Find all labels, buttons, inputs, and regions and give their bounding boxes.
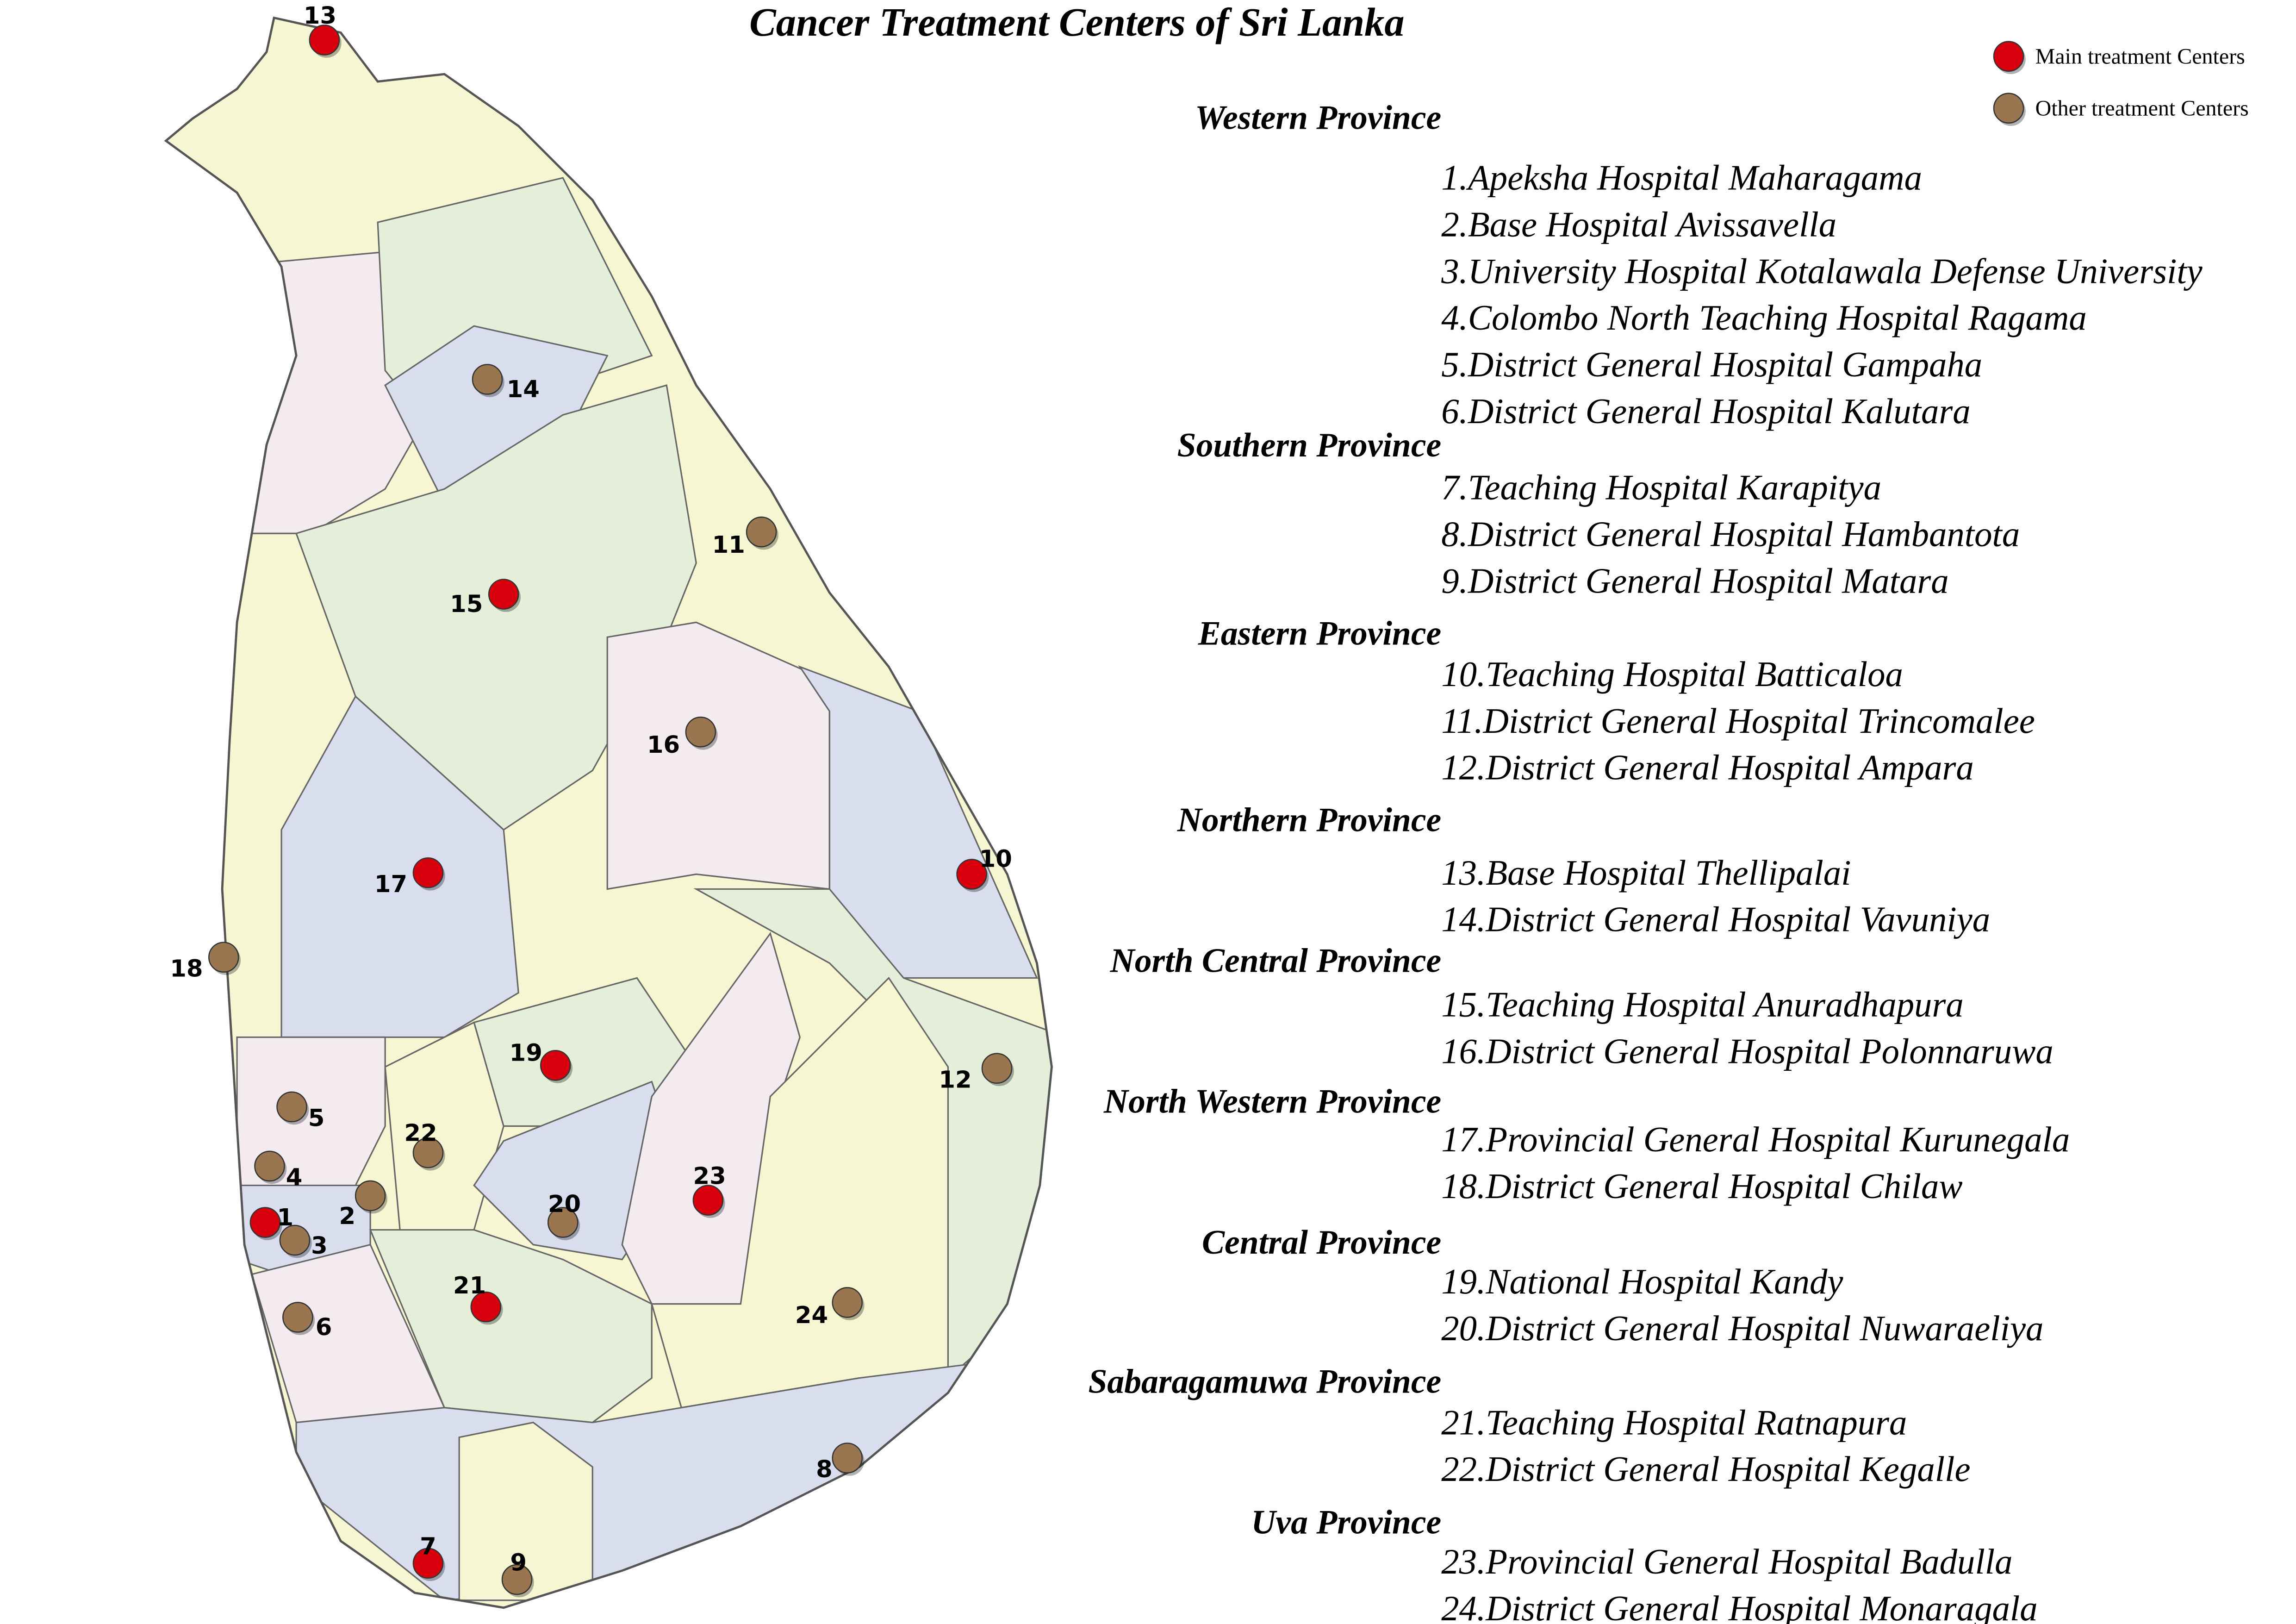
hospital-name: 15.Teaching Hospital Anuradhapura [1441,985,1964,1024]
marker-dot [355,1180,386,1212]
hospital-name: 24.District General Hospital Monaragala [1441,1589,2037,1624]
marker-label: 20 [548,1190,581,1218]
marker-dot [282,1302,313,1333]
hospital-name: 9.District General Hospital Matara [1441,561,1948,600]
marker-dot [472,364,503,395]
marker-dot [412,1137,444,1168]
marker-label: 18 [170,955,203,982]
island-outline [164,16,1053,1609]
districts [166,18,1052,1608]
marker-label: 21 [453,1272,486,1299]
marker-dot [956,859,987,890]
marker-label: 4 [286,1164,303,1192]
province-heading: Western Province [1195,99,1441,137]
marker-dot [309,25,340,56]
hospital-name: 2.Base Hospital Avissavella [1441,205,1836,244]
marker-label: 23 [693,1162,726,1190]
marker-label: 11 [712,531,745,559]
marker-dot [832,1443,863,1474]
marker-label: 3 [311,1232,328,1260]
hospital-name: 22.District General Hospital Kegalle [1441,1449,1970,1489]
marker-label: 9 [510,1549,527,1577]
hospital-name: 3.University Hospital Kotalawala Defense… [1441,251,2203,291]
hospital-name: 6.District General Hospital Kalutara [1441,392,1970,431]
title: Cancer Treatment Centers of Sri Lanka [749,0,1404,44]
marker-dot [547,1207,579,1238]
marker-dot [254,1150,285,1182]
marker-label: 5 [308,1105,325,1132]
marker-dot [1993,41,2024,72]
marker-dot [981,1053,1013,1084]
hospital-name: 14.District General Hospital Vavuniya [1441,900,1990,939]
marker-dot [412,857,444,888]
marker-label: 19 [510,1039,542,1067]
legend-label: Main treatment Centers [2035,44,2245,69]
hospital-name: 4.Colombo North Teaching Hospital Ragama [1441,298,2087,337]
hospital-name: 19.National Hospital Kandy [1441,1262,1843,1301]
marker-label: 22 [404,1119,437,1147]
hospital-name: 12.District General Hospital Ampara [1441,748,1974,787]
hospital-name: 8.District General Hospital Hambantota [1441,514,2020,554]
hospital-name: 10.Teaching Hospital Batticaloa [1441,655,1903,694]
marker-dot [249,1207,281,1238]
marker-label: 17 [374,870,407,898]
province-heading: Southern Province [1177,426,1442,464]
province-heading: North Central Province [1110,942,1442,980]
marker-dot [488,579,519,610]
hospital-name: 17.Provincial General Hospital Kurunegal… [1441,1120,2070,1159]
marker-label: 16 [647,731,680,759]
hospital-name: 7.Teaching Hospital Karapitya [1441,468,1881,507]
hospital-name: 23.Provincial General Hospital Badulla [1441,1542,2012,1581]
marker-dot [832,1287,863,1318]
marker-label: 15 [450,590,483,618]
legend-label: Other treatment Centers [2035,96,2249,121]
marker-dot [208,942,239,973]
province-heading: Northern Province [1177,801,1441,839]
marker-dot [692,1185,724,1216]
hospital-name: 13.Base Hospital Thellipalai [1441,853,1851,893]
hospital-name: 20.District General Hospital Nuwaraeliya [1441,1309,2043,1348]
marker-dot [540,1050,571,1081]
marker-dot [1993,93,2024,124]
marker-label: 10 [979,845,1012,873]
province-heading: Sabaragamuwa Province [1088,1362,1441,1400]
marker-dot [685,716,716,748]
marker-dot [276,1091,307,1123]
province-heading: Central Province [1202,1223,1441,1261]
province-heading: Uva Province [1251,1503,1441,1541]
hospital-name: 5.District General Hospital Gampaha [1441,345,1982,384]
marker-label: 24 [795,1301,828,1329]
marker-dot [279,1224,311,1256]
marker-label: 12 [939,1066,971,1093]
hospital-name: 1.Apeksha Hospital Maharagama [1441,158,1922,198]
hospital-name: 21.Teaching Hospital Ratnapura [1441,1403,1907,1442]
hospital-name: 11.District General Hospital Trincomalee [1441,701,2035,741]
marker-label: 7 [420,1533,436,1561]
marker-label: 14 [507,375,540,403]
province-heading: Eastern Province [1198,614,1441,652]
marker-label: 8 [816,1455,833,1483]
marker-dot [470,1291,502,1323]
hospital-name: 18.District General Hospital Chilaw [1441,1167,1962,1206]
marker-dot [412,1548,444,1579]
marker-dot [746,516,777,548]
marker-label: 2 [339,1202,356,1230]
marker-label: 6 [316,1313,332,1341]
province-heading: North Western Province [1103,1082,1441,1120]
marker-label: 13 [304,2,336,30]
legend: Main treatment Centers Other treatment Ce… [1993,41,2249,126]
hospital-name: 16.District General Hospital Polonnaruwa [1441,1032,2053,1071]
marker-dot [501,1564,533,1595]
